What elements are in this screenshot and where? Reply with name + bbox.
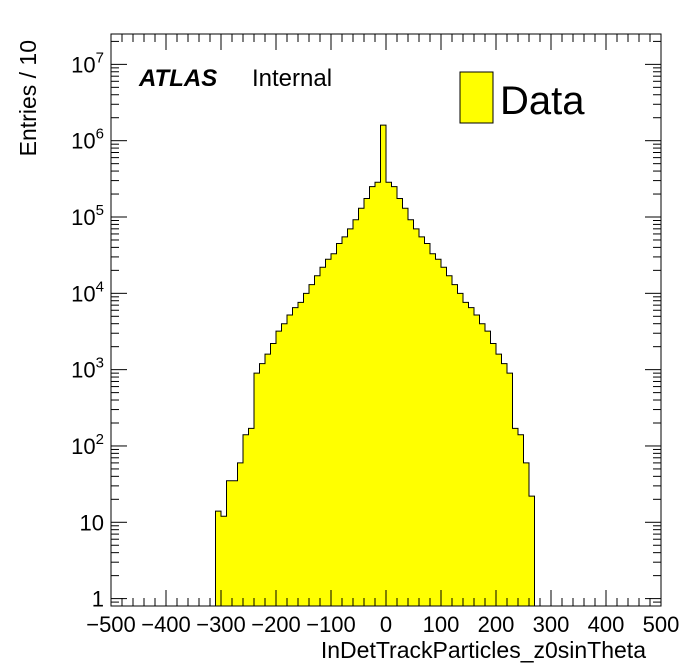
histogram-bin — [424, 243, 431, 607]
histogram-bin — [507, 373, 513, 606]
x-tick-label: −300 — [196, 612, 246, 637]
histogram-bin — [408, 219, 414, 606]
histogram-bin — [336, 243, 343, 607]
x-tick-label: 300 — [533, 612, 570, 637]
histogram-outline — [215, 124, 535, 606]
histogram-bin — [232, 480, 238, 606]
y-tick-label: 10 — [80, 510, 104, 535]
histogram-bin — [309, 284, 315, 606]
histogram-bin — [386, 182, 392, 607]
x-tick-label: 0 — [380, 612, 392, 637]
x-axis-title: InDetTrackParticles_z0sinTheta — [321, 637, 646, 663]
y-tick-label: 105 — [71, 202, 104, 230]
histogram-bin — [391, 186, 398, 606]
x-tick-labels: −500 −400 −300 −200 −100 0 100 200 300 400 500 — [86, 612, 679, 637]
histogram-bin — [221, 516, 227, 606]
histogram-bin — [226, 480, 233, 606]
histogram-bin — [369, 186, 376, 606]
legend-label: Data — [500, 79, 585, 123]
histogram-bin — [259, 363, 266, 606]
histogram-bin — [353, 219, 359, 606]
histogram-bin — [342, 236, 348, 606]
x-tick-label: 200 — [478, 612, 515, 637]
y-tick-label: 103 — [71, 355, 104, 383]
histogram-bin — [479, 323, 486, 606]
axis-ticks — [110, 34, 662, 607]
histogram-bin — [413, 228, 420, 606]
x-tick-label: 100 — [423, 612, 460, 637]
histogram-bin — [529, 496, 535, 606]
y-tick-label: 1 — [92, 587, 104, 612]
plot-frame — [110, 33, 662, 607]
histogram-bin — [325, 259, 332, 606]
x-tick-label: 500 — [643, 612, 680, 637]
histogram-bin — [320, 267, 326, 606]
histogram-bin — [364, 198, 370, 606]
histogram-bin — [292, 307, 299, 606]
histogram-bin — [430, 253, 436, 606]
histogram-bin — [276, 331, 282, 606]
y-tick-label: 104 — [71, 278, 104, 306]
histogram-bin — [419, 236, 425, 606]
histogram-bin — [485, 331, 491, 606]
histogram-bin — [463, 302, 469, 606]
histogram-bin — [237, 462, 244, 606]
histogram-bars — [215, 124, 535, 607]
histogram-bin — [331, 253, 337, 606]
histogram-bin — [254, 373, 260, 606]
y-tick-label: 106 — [71, 126, 104, 154]
histogram-bin — [314, 275, 321, 606]
y-tick-label: 102 — [71, 431, 104, 459]
histogram-bin — [441, 267, 447, 606]
histogram-bin — [468, 307, 475, 606]
histogram-bin — [397, 198, 403, 606]
histogram-bin — [347, 228, 354, 606]
x-tick-label: −500 — [86, 612, 136, 637]
histogram-bin — [474, 315, 480, 606]
x-tick-label: −100 — [306, 612, 356, 637]
atlas-sublabel: Internal — [252, 65, 332, 92]
histogram-bin — [303, 293, 310, 606]
histogram-bin — [518, 434, 524, 606]
y-axis-title: Entries / 10 — [15, 40, 41, 156]
histogram-bin — [446, 275, 453, 606]
histogram-bin — [496, 354, 502, 606]
histogram-bin — [248, 428, 255, 606]
histogram-bin — [512, 428, 519, 606]
legend: Data — [459, 71, 585, 124]
histogram-bin — [490, 343, 497, 606]
histogram-bin — [402, 208, 409, 606]
histogram-bin — [375, 182, 381, 607]
histogram-bin — [358, 208, 365, 606]
histogram-bin — [380, 125, 387, 607]
x-tick-label: 400 — [588, 612, 625, 637]
x-tick-label: −200 — [251, 612, 301, 637]
histogram-bin — [265, 354, 271, 606]
histogram-bin — [281, 323, 288, 606]
y-tick-label: 107 — [71, 49, 104, 77]
histogram-bin — [435, 259, 442, 606]
histogram-bin — [270, 343, 277, 606]
histogram-bin — [243, 434, 249, 606]
y-tick-labels: 1 10 102 103 104 105 106 107 — [71, 49, 104, 611]
histogram-bin — [287, 315, 293, 606]
histogram-bin — [452, 284, 458, 606]
histogram-bin — [501, 363, 508, 606]
atlas-label: ATLAS — [138, 65, 217, 92]
histogram-bin — [457, 293, 464, 606]
histogram-bin — [298, 302, 304, 606]
histogram-bin — [523, 462, 530, 606]
histogram-bin — [215, 511, 222, 606]
legend-swatch — [459, 71, 494, 124]
x-tick-label: −400 — [141, 612, 191, 637]
